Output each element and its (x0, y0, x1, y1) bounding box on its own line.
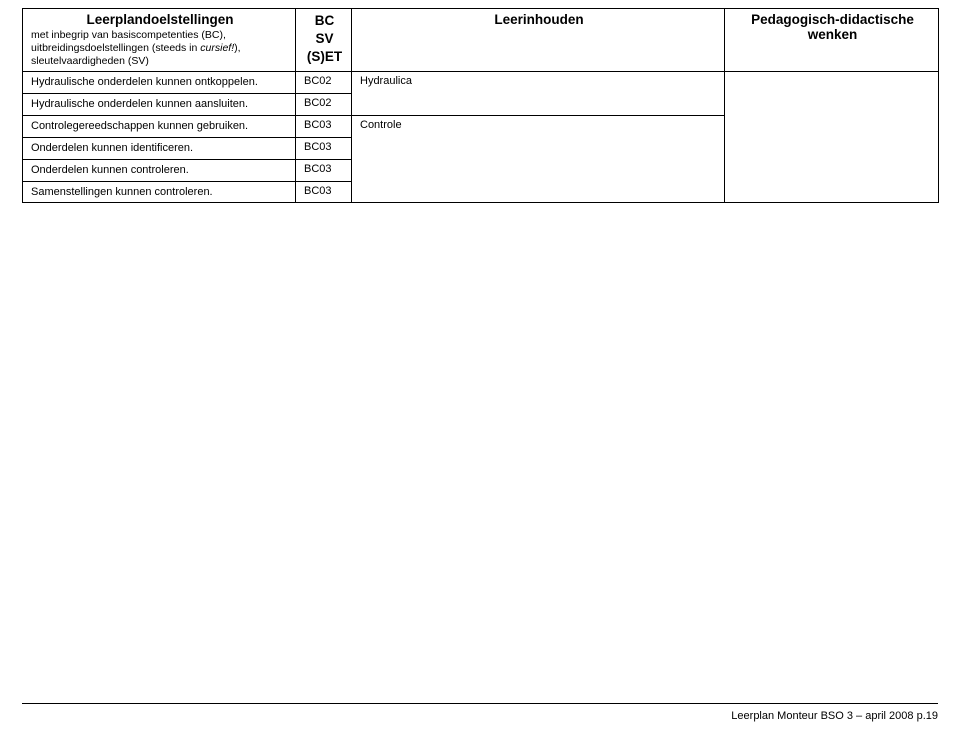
header-col3: Leerinhouden (352, 9, 725, 72)
code-cell: BC03 (296, 116, 352, 138)
objective-cell: Onderdelen kunnen controleren. (23, 159, 296, 181)
table-header-row: Leerplandoelstellingen met inbegrip van … (23, 9, 939, 72)
content-cell: Controle (352, 116, 725, 203)
code-cell: BC03 (296, 181, 352, 203)
header-col1-sub-l2c: ), (234, 42, 240, 54)
code-cell: BC02 (296, 72, 352, 94)
header-col4-title: Pedagogisch-didactische wenken (751, 12, 914, 42)
footer-divider (22, 703, 938, 704)
footer-text: Leerplan Monteur BSO 3 – april 2008 p.19 (731, 710, 938, 722)
header-col1-sub-l2a: uitbreidingsdoelstellingen (steeds in (31, 42, 200, 54)
objective-cell: Onderdelen kunnen identificeren. (23, 137, 296, 159)
objective-cell: Hydraulische onderdelen kunnen aansluite… (23, 94, 296, 116)
objective-cell: Samenstellingen kunnen controleren. (23, 181, 296, 203)
content-cell: Hydraulica (352, 72, 725, 116)
header-col1-sub-l1: met inbegrip van basiscompetenties (BC), (31, 29, 226, 41)
header-col2-l2: SV (304, 30, 345, 48)
header-col1-title: Leerplandoelstellingen (31, 12, 289, 27)
wenken-cell (725, 72, 939, 203)
curriculum-table: Leerplandoelstellingen met inbegrip van … (22, 8, 939, 203)
code-cell: BC03 (296, 137, 352, 159)
code-cell: BC03 (296, 159, 352, 181)
header-col1-sub-l3: sleutelvaardigheden (SV) (31, 55, 149, 67)
objective-cell: Hydraulische onderdelen kunnen ontkoppel… (23, 72, 296, 94)
header-col4: Pedagogisch-didactische wenken (725, 9, 939, 72)
table-row: Hydraulische onderdelen kunnen ontkoppel… (23, 72, 939, 94)
header-col2-l3: (S)ET (304, 48, 345, 66)
objective-cell: Controlegereedschappen kunnen gebruiken. (23, 116, 296, 138)
header-col1-sub: met inbegrip van basiscompetenties (BC),… (31, 29, 289, 68)
header-col2: BC SV (S)ET (296, 9, 352, 72)
table-body: Hydraulische onderdelen kunnen ontkoppel… (23, 72, 939, 203)
header-col2-l1: BC (304, 12, 345, 30)
header-col1-sub-l2b: cursief! (200, 42, 234, 54)
header-col3-title: Leerinhouden (494, 12, 583, 27)
header-col1: Leerplandoelstellingen met inbegrip van … (23, 9, 296, 72)
code-cell: BC02 (296, 94, 352, 116)
